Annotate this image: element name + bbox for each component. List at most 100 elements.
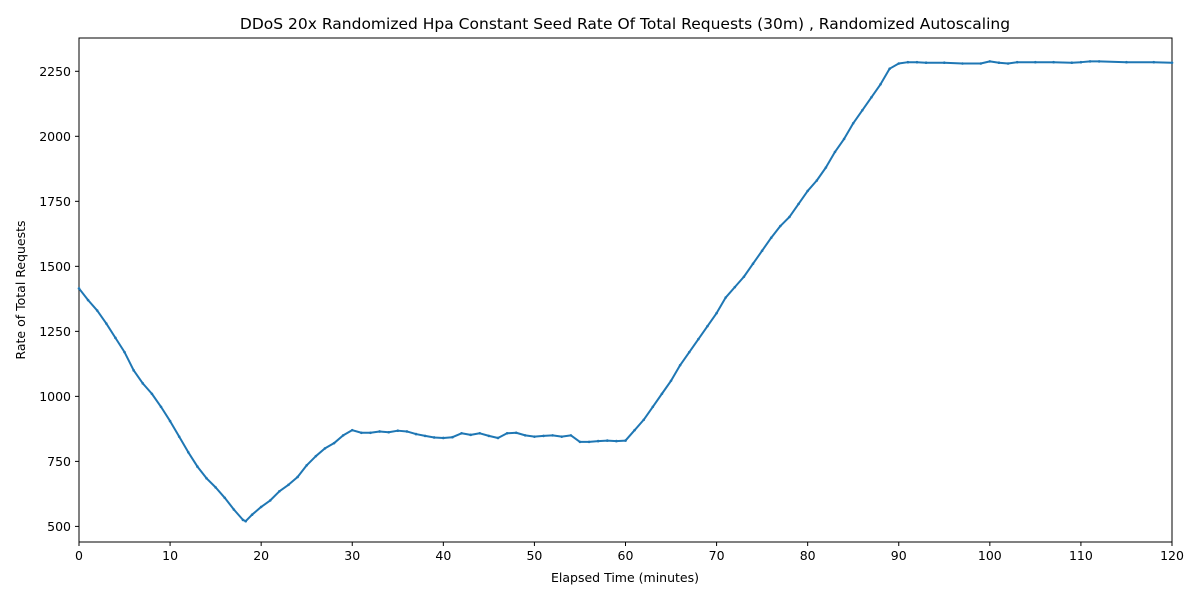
data-point <box>268 499 272 502</box>
data-point <box>605 439 609 442</box>
data-point <box>1079 60 1083 64</box>
data-point <box>642 418 646 422</box>
data-point <box>615 439 618 443</box>
y-tick-label: 750 <box>47 454 71 469</box>
x-tick-label: 100 <box>978 548 1002 563</box>
data-point <box>314 454 318 458</box>
data-point <box>305 463 309 467</box>
x-tick-label: 120 <box>1160 548 1184 563</box>
data-point <box>751 262 755 266</box>
data-point <box>414 432 418 436</box>
y-tick-label: 1750 <box>39 194 71 209</box>
data-point <box>1097 60 1101 63</box>
data-point <box>478 431 482 435</box>
data-point <box>742 275 746 279</box>
data-point <box>387 430 390 434</box>
data-point <box>824 166 828 169</box>
data-point <box>578 440 582 444</box>
data-point <box>715 311 718 315</box>
x-tick-label: 0 <box>75 548 83 563</box>
data-point <box>86 298 90 302</box>
data-point <box>915 60 919 64</box>
data-point <box>870 95 873 99</box>
data-point <box>451 435 454 439</box>
data-point <box>132 369 135 372</box>
data-point <box>733 285 737 289</box>
data-point <box>244 519 247 523</box>
data-point <box>232 508 236 511</box>
chart-title: DDoS 20x Randomized Hpa Constant Seed Ra… <box>240 15 1010 33</box>
data-point <box>1152 60 1156 64</box>
data-point <box>533 435 536 438</box>
x-tick-label: 90 <box>891 548 907 563</box>
data-point <box>350 428 354 432</box>
y-tick-label: 500 <box>47 519 71 534</box>
data-point <box>788 215 791 219</box>
data-point <box>177 435 181 438</box>
series-layer <box>77 60 1174 523</box>
data-point <box>760 249 764 253</box>
data-point <box>77 287 81 290</box>
data-point <box>596 439 600 443</box>
data-point <box>842 137 846 141</box>
y-tick-label: 1250 <box>39 324 71 339</box>
data-point <box>961 62 964 65</box>
y-axis-label: Rate of Total Requests <box>13 220 28 359</box>
data-point <box>569 434 573 437</box>
plot-frame <box>78 37 1173 543</box>
x-tick-label: 50 <box>526 548 542 563</box>
x-tick-label: 80 <box>800 548 816 563</box>
data-point <box>833 150 837 154</box>
data-point <box>997 61 1001 65</box>
data-point <box>323 447 327 450</box>
data-point <box>1015 60 1019 64</box>
y-tick-label: 2000 <box>39 129 71 144</box>
series-line <box>78 60 1173 523</box>
y-tick-label: 1500 <box>39 259 71 274</box>
data-point <box>806 189 809 193</box>
data-point <box>196 465 199 468</box>
data-point <box>405 430 409 433</box>
x-tick-label: 20 <box>253 548 269 563</box>
data-point <box>624 439 627 442</box>
data-point <box>779 224 782 228</box>
data-point <box>205 476 208 480</box>
x-tick-label: 70 <box>709 548 725 563</box>
data-point <box>432 436 436 439</box>
data-point <box>378 430 381 433</box>
x-tick-label: 60 <box>618 548 634 563</box>
data-point <box>560 435 564 438</box>
data-point <box>678 363 682 367</box>
data-point <box>505 431 509 435</box>
data-point <box>851 122 855 125</box>
x-tick-label: 110 <box>1069 548 1093 563</box>
y-tick-label: 2250 <box>39 64 71 79</box>
data-point <box>105 322 108 325</box>
data-point <box>150 392 154 396</box>
data-point <box>296 475 299 479</box>
data-point <box>697 337 700 341</box>
data-point <box>861 109 864 112</box>
data-point <box>487 434 491 438</box>
data-point <box>633 428 636 432</box>
data-point <box>341 434 345 437</box>
data-point <box>223 496 227 500</box>
data-point <box>769 236 773 240</box>
data-point <box>587 440 591 444</box>
data-point <box>496 436 500 440</box>
data-point <box>159 405 163 409</box>
data-point <box>542 434 545 438</box>
data-point <box>442 436 445 440</box>
data-point <box>168 419 172 423</box>
data-point <box>278 489 281 493</box>
data-point <box>369 431 372 435</box>
data-point <box>797 202 800 206</box>
x-axis-label: Elapsed Time (minutes) <box>551 570 699 585</box>
data-point <box>888 67 891 70</box>
data-point <box>1088 60 1092 63</box>
data-point <box>469 433 472 437</box>
data-point <box>1006 62 1010 65</box>
data-point <box>906 60 910 64</box>
data-point <box>259 505 263 509</box>
